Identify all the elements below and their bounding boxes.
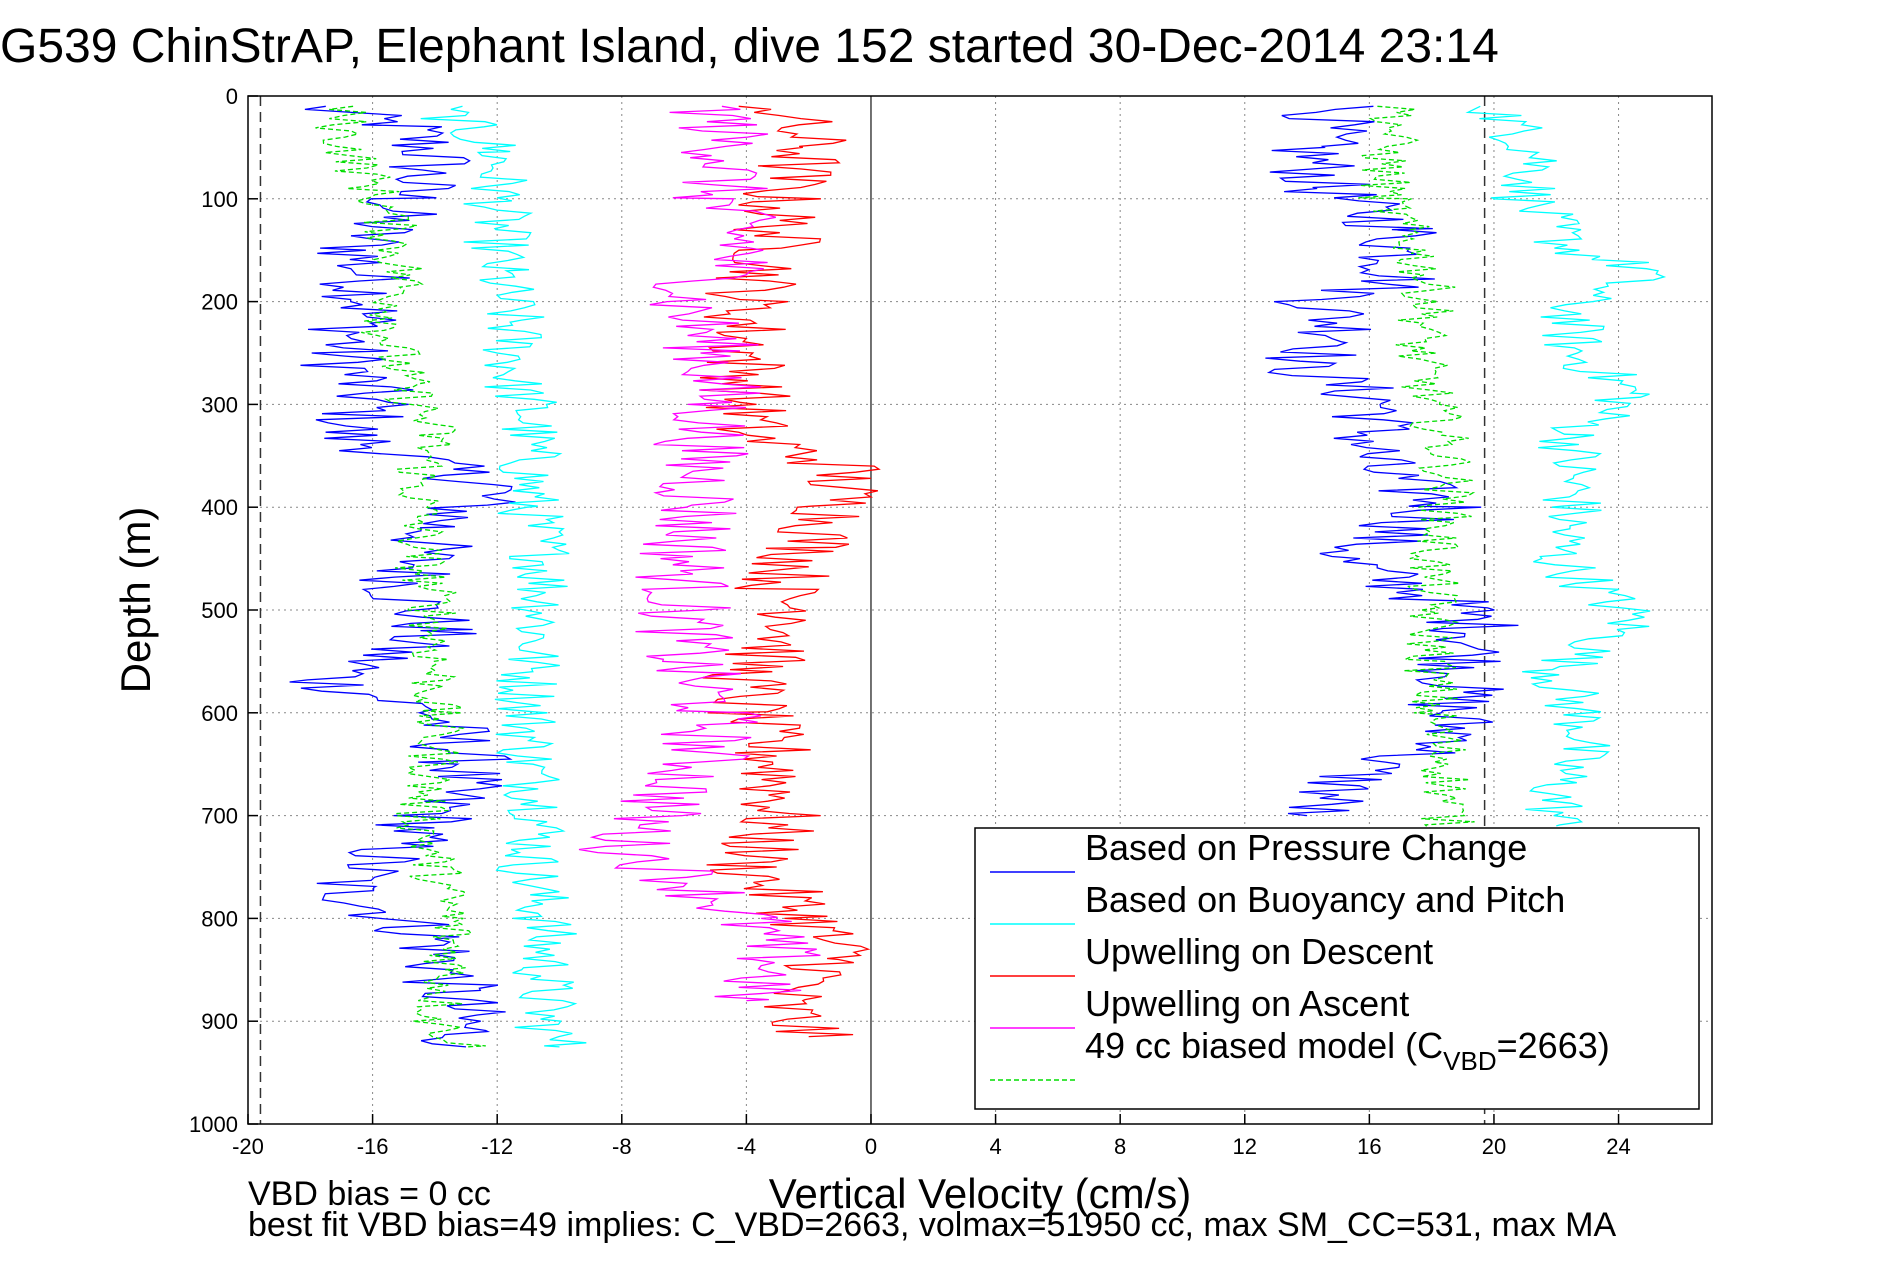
x-axis-label: Vertical Velocity (cm/s) — [769, 1170, 1191, 1217]
x-tick-label: 4 — [989, 1134, 1001, 1159]
series-line-5-descent — [315, 105, 486, 1048]
x-tick-label: -20 — [232, 1134, 264, 1159]
series-line-2-ascent — [1465, 105, 1667, 827]
legend-subscript: VBD — [1443, 1046, 1496, 1076]
series-line-5-ascent — [1358, 105, 1476, 837]
legend-label: Based on Buoyancy and Pitch — [1085, 879, 1565, 920]
x-tick-label: 24 — [1606, 1134, 1630, 1159]
legend-box — [974, 827, 1700, 1110]
y-tick-label: 500 — [201, 598, 238, 623]
x-tick-label: -4 — [737, 1134, 757, 1159]
y-tick-label: 300 — [201, 392, 238, 417]
x-tick-label: -16 — [357, 1134, 389, 1159]
y-tick-label: 100 — [201, 187, 238, 212]
footer-line-1: VBD bias = 0 cc — [248, 1175, 491, 1213]
legend-label: Based on Pressure Change — [1085, 827, 1527, 868]
legend-label: Upwelling on Ascent — [1085, 983, 1409, 1024]
y-tick-label: 1000 — [189, 1112, 238, 1137]
legend: Based on Pressure Change Based on Buoyanc… — [974, 827, 1700, 1110]
y-tick-label: 800 — [201, 906, 238, 931]
y-tick-label: 600 — [201, 701, 238, 726]
x-tick-label: -8 — [612, 1134, 632, 1159]
plot-area — [259, 96, 1667, 1124]
y-axis: 0 100 200 300 400 500 600 700 800 900 1000 — [189, 84, 258, 1137]
footer-line-2: best fit VBD bias=49 implies: C_VBD=2663… — [248, 1206, 1617, 1244]
series-line-1-ascent — [1265, 105, 1519, 817]
x-axis: -20 -16 -12 -8 -4 0 4 8 12 16 20 24 — [232, 1114, 1631, 1159]
x-tick-label: -12 — [481, 1134, 513, 1159]
y-axis-label: Depth (m) — [112, 507, 159, 694]
y-tick-label: 900 — [201, 1009, 238, 1034]
legend-label-tail: =2663) — [1497, 1025, 1610, 1066]
chart-title: G539 ChinStrAP, Elephant Island, dive 15… — [0, 20, 1499, 73]
y-tick-label: 400 — [201, 495, 238, 520]
y-tick-label: 0 — [226, 84, 238, 109]
series-line-3-descent — [699, 105, 881, 1038]
x-tick-label: 20 — [1482, 1134, 1506, 1159]
y-tick-label: 700 — [201, 804, 238, 829]
series-line-2-descent — [420, 105, 587, 1048]
series-line-4-ascent — [578, 105, 821, 1002]
x-tick-label: 0 — [865, 1134, 877, 1159]
x-tick-label: 16 — [1357, 1134, 1381, 1159]
x-tick-label: 12 — [1233, 1134, 1257, 1159]
legend-label: Upwelling on Descent — [1085, 931, 1433, 972]
x-tick-label: 8 — [1114, 1134, 1126, 1159]
y-tick-label: 200 — [201, 290, 238, 315]
